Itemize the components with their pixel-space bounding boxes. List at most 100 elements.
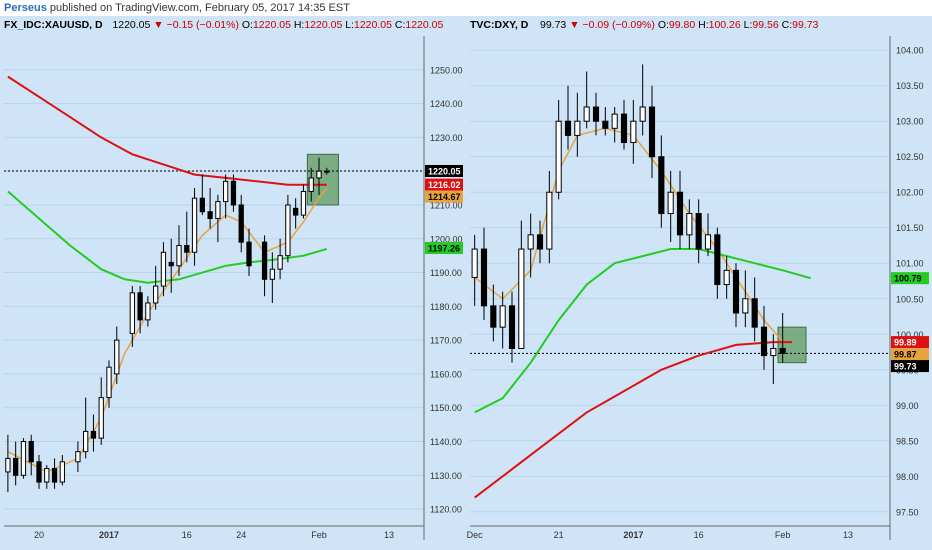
candle-body (602, 120, 609, 129)
candle-body (44, 468, 50, 483)
candle-body (98, 397, 104, 439)
candle-body (555, 120, 562, 193)
candle-body (160, 251, 167, 287)
price-tag-text: 1197.26 (428, 244, 460, 254)
y-tick-label: 98.00 (896, 472, 919, 482)
y-tick-label: 1180.00 (430, 302, 462, 312)
candle-body (223, 180, 229, 203)
series-line (474, 248, 811, 414)
last-value: 1220.05 (112, 19, 153, 31)
candle-body (676, 191, 684, 236)
price-tag-text: 99.73 (894, 362, 917, 372)
y-tick-label: 1130.00 (430, 471, 462, 481)
candle-body (583, 106, 590, 122)
candle-body (648, 106, 656, 158)
plot-area (0, 16, 466, 550)
candle-body (277, 255, 283, 270)
candle-body (129, 292, 135, 334)
last-value: 99.73 (540, 19, 569, 31)
high-value: 100.26 (709, 19, 744, 31)
candle-body (639, 106, 646, 122)
published-text: published on TradingView.com, February 0… (49, 2, 350, 14)
candle-body (176, 245, 182, 267)
x-tick-label: 13 (384, 530, 394, 540)
candle-body (191, 197, 198, 253)
x-tick-label: 16 (182, 530, 192, 540)
y-tick-label: 97.50 (896, 507, 919, 517)
change-value: ▼ −0.09 (−0.09%) (569, 19, 658, 31)
candle-body (153, 285, 159, 304)
plot-area (466, 16, 932, 550)
candle-body (13, 457, 19, 476)
price-tag (891, 348, 929, 361)
low-label: L: (744, 19, 753, 31)
author-name[interactable]: Perseus (4, 2, 47, 14)
y-tick-label: 103.00 (896, 117, 924, 127)
y-tick-label: 102.00 (896, 188, 924, 198)
candle-body (630, 120, 637, 144)
y-tick-label: 1210.00 (430, 200, 463, 210)
candle-body (5, 457, 11, 473)
candle-body (508, 305, 516, 349)
price-tag (891, 272, 929, 285)
candle-body (308, 177, 314, 192)
candle-body (230, 180, 237, 206)
candle-body (779, 347, 786, 354)
x-tick-label: 24 (236, 530, 246, 540)
y-tick-label: 99.00 (896, 401, 919, 411)
ohlc-readout: 99.73 ▼ −0.09 (−0.09%) O:99.80 H:100.26 … (540, 19, 819, 31)
candle-body (704, 234, 712, 250)
candle-body (490, 305, 497, 328)
candle-body (168, 261, 174, 267)
close-label: C: (395, 19, 406, 31)
price-tag-text: 100.79 (894, 274, 922, 284)
candle-body (246, 241, 252, 267)
x-tick-label: 20 (34, 530, 44, 540)
y-tick-label: 101.00 (896, 259, 924, 269)
candle-body (480, 248, 488, 307)
candle-body (184, 245, 190, 253)
candle-body (760, 326, 768, 357)
candle-body (527, 234, 534, 250)
y-tick-label: 1240.00 (430, 99, 463, 109)
candle-body (536, 234, 544, 250)
candle-body (546, 191, 553, 250)
candle-body (574, 120, 581, 136)
y-tick-label: 1160.00 (430, 369, 462, 379)
close-value: 1220.05 (405, 19, 443, 31)
price-tag (425, 165, 463, 178)
xauusd-chart[interactable]: FX_IDC:XAUUSD, D 1220.05 ▼ −0.15 (−0.01%… (0, 16, 466, 550)
candle-body (471, 248, 478, 278)
candle-body (75, 451, 81, 463)
close-label: C: (782, 19, 793, 31)
price-tag-text: 99.87 (894, 350, 917, 360)
low-value: 99.56 (752, 19, 781, 31)
candle-body (714, 234, 721, 286)
candle-body (667, 191, 674, 215)
dxy-chart[interactable]: TVC:DXY, D 99.73 ▼ −0.09 (−0.09%) O:99.8… (466, 16, 932, 550)
candle-body (324, 170, 330, 173)
candle-body (137, 292, 143, 321)
candle-body (316, 170, 322, 179)
candle-body (261, 241, 268, 280)
x-tick-label: 2017 (99, 530, 119, 540)
x-tick-label: 2017 (623, 530, 643, 540)
candle-body (51, 468, 58, 483)
high-value: 1220.05 (304, 19, 345, 31)
y-tick-label: 1190.00 (430, 268, 462, 278)
low-value: 1220.05 (354, 19, 395, 31)
low-label: L: (345, 19, 354, 31)
candle-body (20, 441, 27, 476)
open-value: 99.80 (669, 19, 698, 31)
symbol-label: TVC:DXY, D (470, 19, 529, 31)
candle-body (723, 269, 730, 286)
price-tag (891, 360, 929, 373)
ohlc-readout: 1220.05 ▼ −0.15 (−0.01%) O:1220.05 H:122… (112, 19, 443, 31)
candle-body (695, 213, 702, 250)
y-tick-label: 1250.00 (430, 65, 463, 75)
price-tag (891, 336, 929, 349)
y-tick-label: 103.50 (896, 81, 924, 91)
candle-body (215, 201, 221, 219)
candle-body (518, 248, 525, 349)
y-tick-label: 1120.00 (430, 505, 462, 515)
